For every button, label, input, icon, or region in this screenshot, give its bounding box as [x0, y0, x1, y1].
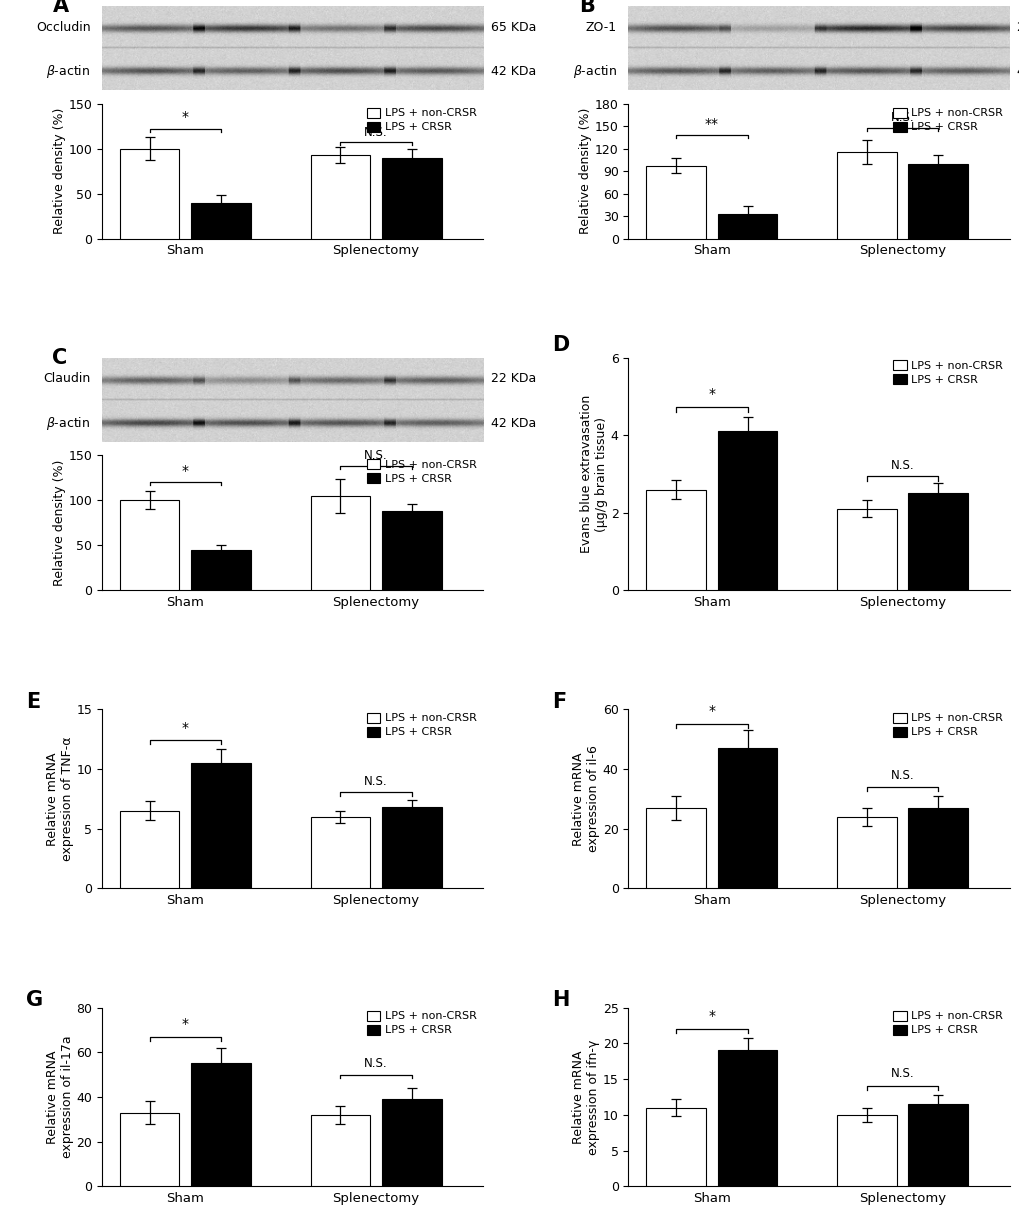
Legend: LPS + non-CRSR, LPS + CRSR: LPS + non-CRSR, LPS + CRSR [366, 1009, 478, 1037]
Bar [382, 511, 441, 591]
Text: F: F [551, 691, 566, 712]
Legend: LPS + non-CRSR, LPS + CRSR: LPS + non-CRSR, LPS + CRSR [366, 106, 478, 133]
Bar [120, 1113, 179, 1186]
Legend: LPS + non-CRSR, LPS + CRSR: LPS + non-CRSR, LPS + CRSR [366, 712, 478, 739]
Y-axis label: Evans blue extravasation
(μg/g brain tissue): Evans blue extravasation (μg/g brain tis… [580, 395, 607, 553]
Text: B: B [578, 0, 594, 16]
Bar [837, 153, 896, 238]
Bar [908, 164, 967, 238]
Legend: LPS + non-CRSR, LPS + CRSR: LPS + non-CRSR, LPS + CRSR [892, 358, 1004, 385]
Bar [837, 817, 896, 888]
Bar [646, 808, 705, 888]
Y-axis label: Relative density (%): Relative density (%) [579, 108, 591, 235]
Text: 42 KDa: 42 KDa [1016, 65, 1019, 78]
Bar [382, 807, 441, 888]
Bar [120, 500, 179, 591]
Text: *: * [707, 1009, 714, 1024]
Bar [646, 166, 705, 238]
Text: N.S.: N.S. [890, 769, 913, 783]
Text: N.S.: N.S. [890, 111, 913, 124]
Text: D: D [551, 335, 569, 355]
Text: N.S.: N.S. [364, 1057, 387, 1070]
Text: **: ** [704, 116, 718, 131]
Bar [120, 811, 179, 888]
Text: E: E [25, 691, 40, 712]
Bar [192, 1063, 251, 1186]
Y-axis label: Relative mRNA
expression of il-17a: Relative mRNA expression of il-17a [46, 1036, 73, 1158]
Text: 65 KDa: 65 KDa [490, 21, 536, 34]
Text: *: * [181, 464, 189, 478]
Text: 42 KDa: 42 KDa [490, 417, 536, 430]
Text: N.S.: N.S. [364, 449, 387, 461]
Text: N.S.: N.S. [890, 1068, 913, 1080]
Bar [837, 509, 896, 591]
Text: $\beta$-actin: $\beta$-actin [46, 415, 91, 432]
Bar [717, 214, 776, 238]
Text: Claudin: Claudin [43, 372, 91, 385]
Text: 220 KDa: 220 KDa [1016, 21, 1019, 34]
Text: 22 KDa: 22 KDa [490, 372, 536, 385]
Text: H: H [551, 989, 569, 1010]
Bar [717, 1051, 776, 1186]
Bar [717, 432, 776, 591]
Y-axis label: Relative density (%): Relative density (%) [53, 460, 65, 586]
Legend: LPS + non-CRSR, LPS + CRSR: LPS + non-CRSR, LPS + CRSR [892, 712, 1004, 739]
Text: N.S.: N.S. [890, 459, 913, 472]
Bar [717, 748, 776, 888]
Bar [908, 493, 967, 591]
Text: N.S.: N.S. [364, 775, 387, 788]
Y-axis label: Relative mRNA
expression of il-6: Relative mRNA expression of il-6 [572, 746, 599, 852]
Text: *: * [181, 110, 189, 125]
Text: C: C [52, 347, 67, 368]
Bar [908, 808, 967, 888]
Y-axis label: Relative mRNA
expression of TNF-α: Relative mRNA expression of TNF-α [46, 736, 73, 861]
Text: *: * [181, 1018, 189, 1031]
Legend: LPS + non-CRSR, LPS + CRSR: LPS + non-CRSR, LPS + CRSR [892, 106, 1004, 133]
Text: Occludin: Occludin [36, 21, 91, 34]
Text: *: * [181, 722, 189, 735]
Legend: LPS + non-CRSR, LPS + CRSR: LPS + non-CRSR, LPS + CRSR [366, 459, 478, 486]
Bar [311, 817, 370, 888]
Bar [311, 495, 370, 591]
Bar [908, 1104, 967, 1186]
Bar [646, 489, 705, 591]
Text: ZO-1: ZO-1 [585, 21, 616, 34]
Text: A: A [52, 0, 68, 16]
Bar [192, 550, 251, 591]
Bar [120, 148, 179, 238]
Text: 42 KDa: 42 KDa [490, 65, 536, 78]
Text: N.S.: N.S. [364, 126, 387, 138]
Text: $\beta$-actin: $\beta$-actin [572, 64, 616, 81]
Bar [837, 1115, 896, 1186]
Text: $\beta$-actin: $\beta$-actin [46, 64, 91, 81]
Bar [382, 158, 441, 238]
Bar [311, 155, 370, 238]
Text: *: * [707, 704, 714, 718]
Bar [192, 203, 251, 238]
Y-axis label: Relative density (%): Relative density (%) [53, 108, 65, 235]
Y-axis label: Relative mRNA
expression of ifn-γ: Relative mRNA expression of ifn-γ [572, 1040, 599, 1155]
Bar [646, 1108, 705, 1186]
Text: G: G [25, 989, 43, 1010]
Legend: LPS + non-CRSR, LPS + CRSR: LPS + non-CRSR, LPS + CRSR [892, 1009, 1004, 1037]
Bar [382, 1099, 441, 1186]
Text: *: * [707, 388, 714, 401]
Bar [192, 763, 251, 888]
Bar [311, 1115, 370, 1186]
